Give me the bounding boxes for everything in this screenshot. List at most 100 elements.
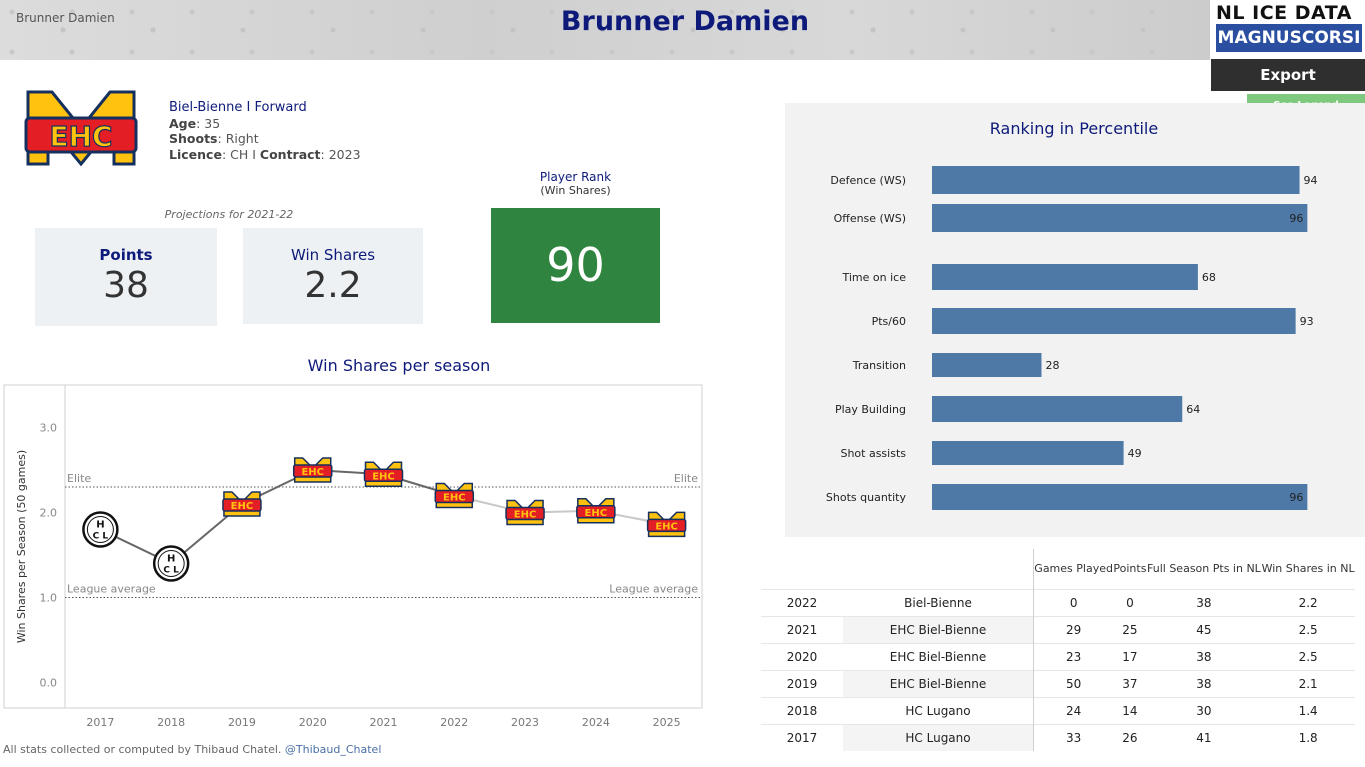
- bar-value-label: 28: [1045, 359, 1059, 372]
- bar: [932, 264, 1198, 290]
- row-games-played: 24: [1033, 697, 1114, 725]
- bar-value-label: 94: [1304, 174, 1318, 187]
- age-value: 35: [204, 115, 221, 131]
- x-tick-label: 2023: [511, 716, 539, 729]
- bar-category-label: Pts/60: [872, 315, 906, 328]
- bar-category-label: Defence (WS): [830, 174, 906, 187]
- win-shares-label: Win Shares: [290, 246, 376, 264]
- row-games-played: 29: [1033, 616, 1114, 644]
- row-team: HC Lugano: [843, 697, 1034, 725]
- table-row: 2017 HC Lugano 33 26 41 1.8: [761, 724, 1355, 751]
- biel-logo-point: EHC: [646, 511, 687, 538]
- lugano-logo-point: HC L: [152, 545, 190, 582]
- table-row: 2021 EHC Biel-Bienne 29 25 45 2.5: [761, 616, 1355, 644]
- bar-category-label: Time on ice: [842, 271, 907, 284]
- bar: [932, 308, 1296, 334]
- header-team: [843, 549, 1034, 590]
- lugano-logo-text: H: [167, 554, 175, 565]
- ws-chart-title: Win Shares per season: [307, 356, 491, 375]
- x-tick-label: 2020: [299, 716, 327, 729]
- export-button[interactable]: Export: [1211, 59, 1365, 91]
- biel-logo-text: EHC: [655, 521, 678, 532]
- player-rank-sublabel: (Win Shares): [540, 184, 611, 197]
- row-team: EHC Biel-Bienne: [843, 616, 1034, 644]
- x-tick-label: 2025: [653, 716, 681, 729]
- bar-category-label: Offense (WS): [834, 212, 906, 225]
- season-stats-table: Games Played Points Full Season Pts in N…: [761, 549, 1355, 751]
- age-label: Age: [169, 115, 197, 131]
- plot-frame: [3, 384, 703, 709]
- biel-logo-point: EHC: [505, 499, 545, 526]
- row-team: Biel-Bienne: [843, 589, 1034, 617]
- biel-logo-text: EHC: [585, 508, 608, 519]
- lugano-logo-text: C L: [163, 566, 179, 576]
- header-year: [761, 549, 843, 590]
- player-rank-value: 90: [491, 208, 660, 323]
- row-full-season-pts: 38: [1146, 670, 1262, 698]
- reference-label-left: Elite: [67, 472, 91, 485]
- footer-handle[interactable]: @Thibaud_Chatel: [284, 743, 382, 756]
- table-row: 2022 Biel-Bienne 0 0 38 2.2: [761, 589, 1355, 617]
- row-win-shares: 1.4: [1261, 697, 1355, 725]
- page-title: Brunner Damien: [560, 6, 810, 37]
- reference-label-right: League average: [609, 583, 698, 596]
- points-value: 38: [103, 265, 149, 306]
- bar: [932, 484, 1308, 510]
- team-logo-text: EHC: [49, 120, 112, 153]
- bar-value-label: 49: [1128, 447, 1142, 460]
- x-tick-label: 2019: [228, 716, 256, 729]
- biel-logo-text: EHC: [301, 467, 324, 478]
- row-full-season-pts: 38: [1146, 589, 1262, 617]
- biel-logo-text: EHC: [231, 501, 254, 512]
- row-year: 2021: [761, 616, 843, 644]
- row-year: 2020: [761, 643, 843, 671]
- row-year: 2017: [761, 724, 843, 751]
- row-points: 37: [1113, 670, 1147, 698]
- row-win-shares: 2.5: [1261, 643, 1355, 671]
- biel-logo-point: EHC: [434, 482, 475, 509]
- licence-label: Licence: [169, 146, 222, 162]
- bar-category-label: Transition: [852, 359, 906, 372]
- row-games-played: 33: [1033, 724, 1114, 751]
- biel-logo-text: EHC: [443, 493, 466, 504]
- bar-category-label: Shot assists: [840, 447, 906, 460]
- row-games-played: 50: [1033, 670, 1114, 698]
- banner-player-name: Brunner Damien: [16, 11, 115, 25]
- projections-label: Projections for 2021-22: [164, 208, 294, 221]
- shoots-label: Shoots: [169, 131, 218, 146]
- bar: [932, 353, 1042, 377]
- row-year: 2019: [761, 670, 843, 698]
- ranking-chart-title: Ranking in Percentile: [989, 119, 1159, 138]
- biel-logo-point: EHC: [292, 457, 333, 483]
- reference-label-right: Elite: [674, 472, 698, 485]
- row-win-shares: 2.2: [1261, 589, 1355, 617]
- bar: [932, 166, 1300, 194]
- row-win-shares: 2.5: [1261, 616, 1355, 644]
- row-points: 17: [1113, 643, 1147, 671]
- player-rank-title: Player Rank: [539, 170, 612, 184]
- row-points: 0: [1113, 589, 1147, 617]
- row-win-shares: 1.8: [1261, 724, 1355, 751]
- x-tick-label: 2022: [440, 716, 468, 729]
- row-full-season-pts: 41: [1146, 724, 1262, 751]
- row-year: 2022: [761, 589, 843, 617]
- x-tick-label: 2017: [86, 716, 114, 729]
- bar-value-label: 96: [1289, 212, 1303, 225]
- lugano-logo-point: HC L: [82, 511, 119, 548]
- bar-value-label: 64: [1186, 403, 1200, 416]
- x-tick-label: 2024: [582, 716, 610, 729]
- bar-value-label: 96: [1289, 491, 1303, 504]
- bar-category-label: Play Building: [835, 403, 906, 416]
- x-tick-label: 2018: [157, 716, 185, 729]
- table-row: 2020 EHC Biel-Bienne 23 17 38 2.5: [761, 643, 1355, 671]
- row-team: EHC Biel-Bienne: [843, 670, 1034, 698]
- row-points: 26: [1113, 724, 1147, 751]
- contract-value: 2023: [328, 146, 361, 162]
- y-axis-label: Win Shares per Season (50 games): [15, 450, 28, 643]
- ranking-bar-chart: Defence (WS) 94 Offense (WS) 96 Time on ice 6…: [826, 166, 1318, 510]
- win-shares-value: 2.2: [304, 265, 362, 306]
- brand-logo-line1: NL ICE DATA: [1216, 2, 1352, 24]
- shoots-value: Right: [225, 131, 259, 146]
- bar: [932, 204, 1308, 232]
- lugano-logo-text: C L: [93, 532, 109, 542]
